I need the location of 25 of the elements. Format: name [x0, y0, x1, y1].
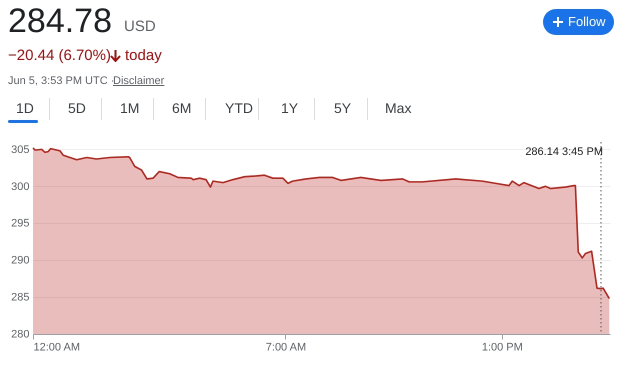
text: 1Y: [281, 100, 298, 116]
text: Disclaimer: [113, 75, 164, 87]
text: 6M: [172, 100, 192, 116]
text: Max: [385, 100, 412, 116]
text: 5Y: [334, 100, 352, 116]
text: 1M: [120, 100, 140, 116]
y-tick-label: 280: [11, 328, 30, 340]
y-tick-label: 290: [11, 254, 30, 267]
text: today: [125, 47, 162, 64]
x-tick-label: 1:00 PM: [482, 342, 523, 354]
text: Jun 5, 3:53 PM UTC ·: [8, 75, 114, 87]
x-tick-label: 12:00 AM: [34, 342, 80, 354]
text: 1D: [16, 100, 34, 116]
y-tick-label: 300: [11, 180, 30, 193]
x-tick-label: 7:00 AM: [266, 342, 306, 354]
text: −20.44 (6.70%): [8, 47, 111, 64]
text: USD: [124, 18, 156, 35]
y-tick-label: 295: [11, 218, 30, 230]
y-tick-label: 285: [11, 292, 30, 304]
annotation: 286.14 3:45 PM: [525, 146, 603, 158]
text: YTD: [225, 100, 253, 116]
text: 5D: [68, 100, 86, 116]
y-tick-label: 305: [11, 144, 30, 156]
chart-title: 284.78: [8, 2, 112, 41]
text: Follow: [568, 14, 606, 29]
